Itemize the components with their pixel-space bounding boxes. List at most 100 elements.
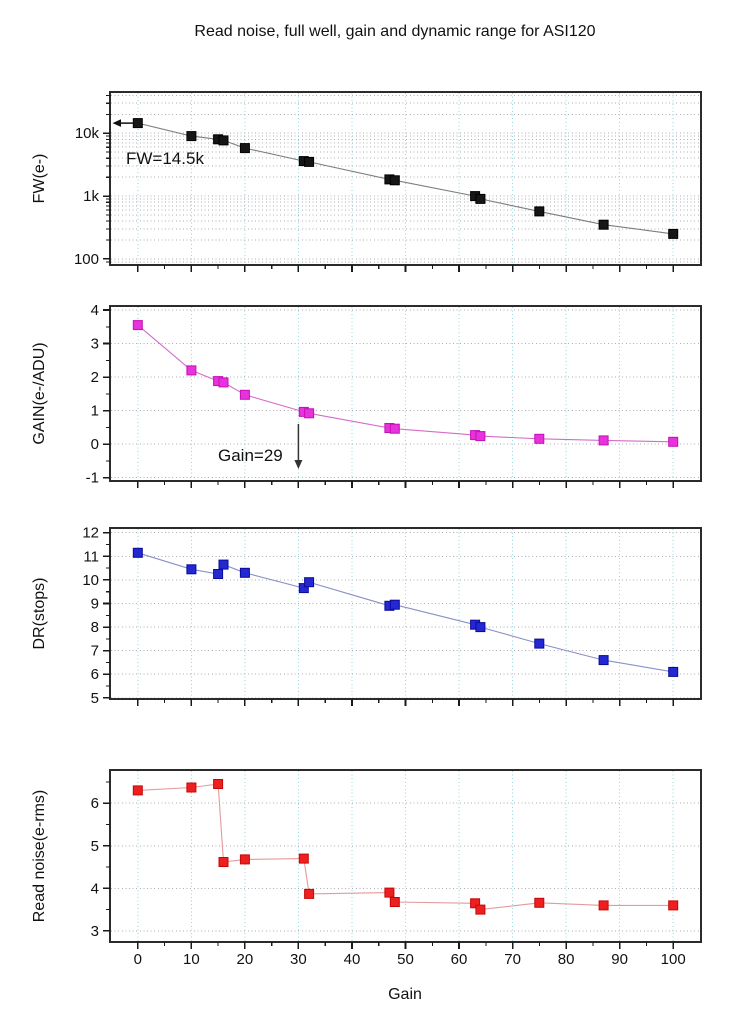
y-tick-label: 100 <box>74 251 99 268</box>
gain-panel: -1 0 1 2 3 4 <box>86 302 702 488</box>
data-point-marker <box>389 423 400 434</box>
y-tick-label: 12 <box>82 525 99 542</box>
data-point-marker <box>475 622 486 633</box>
data-point-marker <box>534 897 545 908</box>
horizontal-gridlines <box>111 532 700 699</box>
data-point-marker <box>470 898 481 909</box>
data-point-marker <box>304 156 315 167</box>
x-tick-label: 0 <box>134 951 142 968</box>
data-point-marker <box>218 559 229 570</box>
data-point-marker <box>132 320 143 331</box>
dr-y-axis-label: DR(stops) <box>31 577 48 649</box>
data-point-marker <box>304 888 315 899</box>
x-tick-label: 70 <box>504 951 521 968</box>
data-point-marker <box>598 219 609 230</box>
y-tick-label: -1 <box>86 470 99 487</box>
panel-border <box>109 769 702 943</box>
horizontal-gridlines <box>111 94 700 263</box>
y-tick-label: 1k <box>83 188 99 205</box>
data-point-marker <box>218 857 229 867</box>
y-axis-ticks <box>103 132 110 260</box>
y-tick-label: 8 <box>91 619 99 636</box>
data-point-marker <box>132 785 143 796</box>
data-point-marker <box>218 135 229 146</box>
data-point-marker <box>598 900 609 911</box>
y-axis-ticks <box>103 802 110 932</box>
data-point-marker <box>304 408 315 419</box>
data-point-marker <box>239 389 250 400</box>
data-point-marker <box>475 431 486 442</box>
x-tick-label: 60 <box>451 951 468 968</box>
data-point-marker <box>475 904 486 915</box>
y-tick-label: 1 <box>91 403 99 420</box>
y-tick-label: 2 <box>91 369 99 386</box>
vertical-gridlines <box>137 93 674 264</box>
x-tick-label: 40 <box>344 951 361 968</box>
y-tick-label: 6 <box>91 795 99 812</box>
readnoise-y-axis-label: Read noise(e-rms) <box>31 790 48 922</box>
data-point-marker <box>132 547 143 558</box>
y-minor-ticks <box>106 326 110 462</box>
y-minor-ticks <box>106 543 110 687</box>
x-tick-label: 90 <box>611 951 628 968</box>
data-point-marker <box>186 564 197 575</box>
data-point-marker <box>186 782 197 793</box>
gain-annotation-arrow <box>294 424 303 469</box>
y-axis-ticks <box>103 309 110 479</box>
y-tick-label: 11 <box>83 548 99 565</box>
gain-y-axis-label: GAIN(e-/ADU) <box>31 342 48 444</box>
y-tick-label: 3 <box>91 923 99 940</box>
y-tick-label: 5 <box>91 838 99 855</box>
data-point-marker <box>218 377 229 388</box>
x-tick-label: 80 <box>558 951 575 968</box>
y-tick-label: 4 <box>91 302 99 319</box>
x-tick-label: 20 <box>237 951 254 968</box>
data-point-marker <box>298 583 309 594</box>
dynamic-range-panel: 5 6 7 8 9 10 11 12 <box>82 525 702 707</box>
x-tick-label: 50 <box>397 951 414 968</box>
y-tick-label: 3 <box>91 336 99 353</box>
data-point-marker <box>186 131 197 142</box>
y-tick-label: 7 <box>91 643 99 660</box>
y-minor-ticks <box>106 781 110 911</box>
x-tick-label: 30 <box>290 951 307 968</box>
panel-border <box>109 91 702 266</box>
data-point-marker <box>534 433 545 444</box>
data-point-marker <box>534 206 545 217</box>
x-axis-ticks <box>137 265 675 272</box>
full-well-series-markers <box>132 118 679 239</box>
x-tick-label: 10 <box>183 951 200 968</box>
data-point-marker <box>389 897 400 907</box>
fw-annotation-text: FW=14.5k <box>126 149 204 168</box>
data-point-marker <box>475 193 486 204</box>
y-tick-label: 9 <box>91 596 99 613</box>
chart-title: Read noise, full well, gain and dynamic … <box>194 23 595 40</box>
data-point-marker <box>389 175 400 186</box>
data-point-marker <box>668 666 679 677</box>
data-point-marker <box>598 655 609 666</box>
y-tick-label: 0 <box>91 436 99 453</box>
gain-annotation-text: Gain=29 <box>218 446 283 465</box>
dynamic-range-series-markers <box>132 547 679 677</box>
data-point-marker <box>239 567 250 578</box>
data-point-marker <box>668 900 679 911</box>
data-point-marker <box>239 143 250 154</box>
data-point-marker <box>298 853 309 864</box>
x-axis-label: Gain <box>388 986 422 1003</box>
y-axis-ticks <box>103 531 110 699</box>
data-point-marker <box>132 118 143 129</box>
fw-annotation-arrow <box>112 119 134 127</box>
data-point-marker <box>598 435 609 446</box>
data-point-marker <box>668 228 679 239</box>
arrow-head-down <box>294 460 303 469</box>
gain-series-markers <box>132 320 679 447</box>
y-tick-label: 10 <box>82 572 99 589</box>
y-tick-label: 10k <box>75 125 100 142</box>
x-axis-ticks <box>137 699 675 706</box>
data-point-marker <box>304 577 315 588</box>
vertical-gridlines <box>137 771 674 941</box>
read-noise-series-line <box>137 783 674 911</box>
